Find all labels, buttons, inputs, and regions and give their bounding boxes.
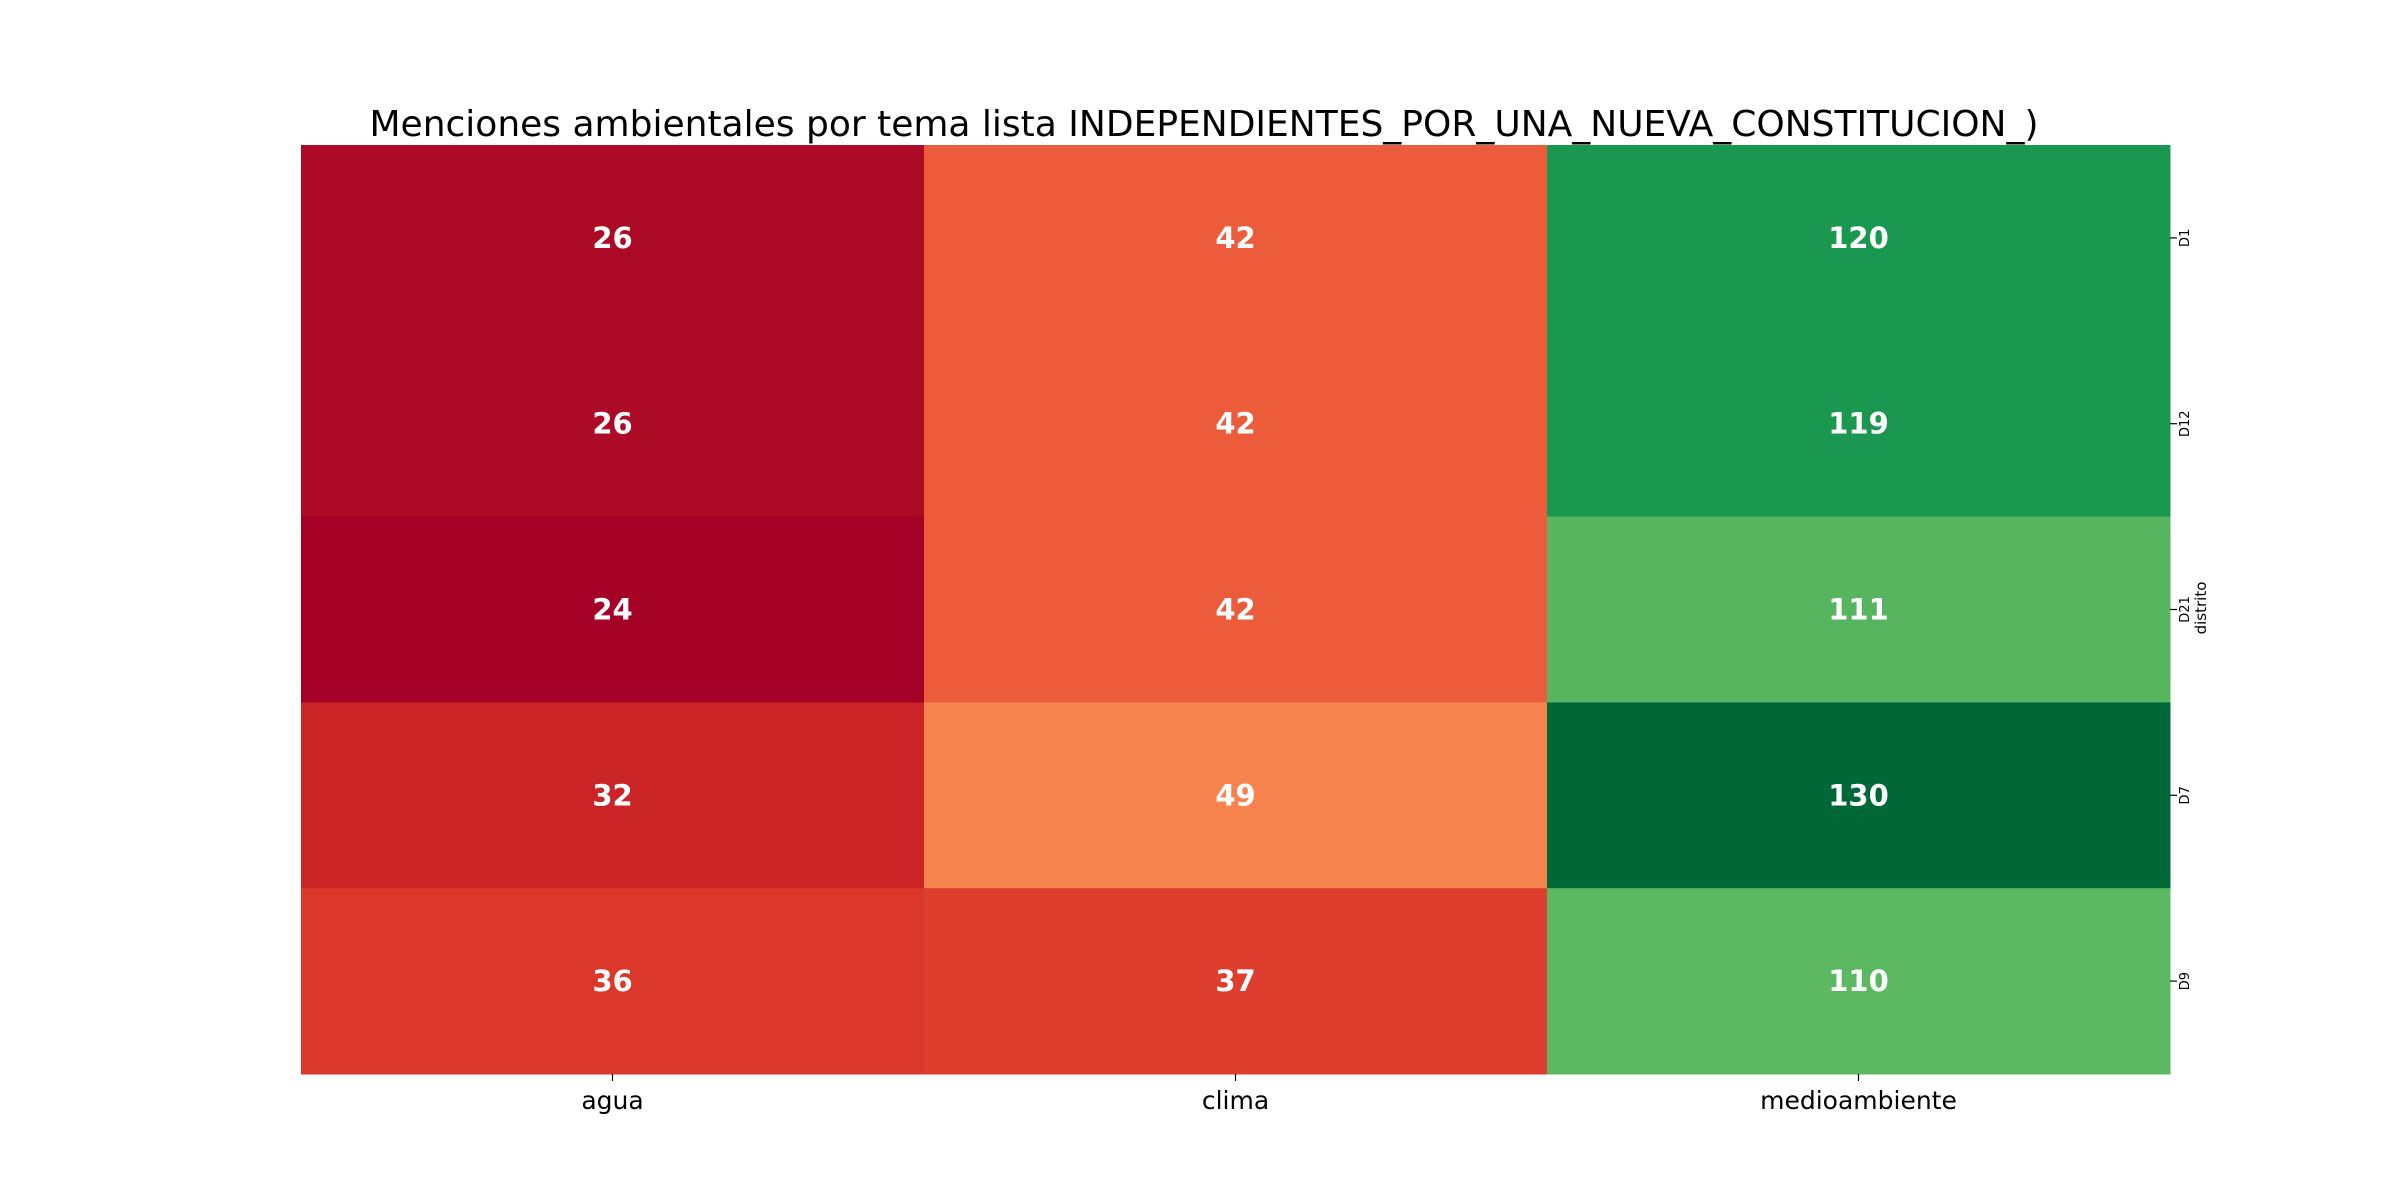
cell-value-label: 26: [592, 407, 632, 441]
heatmap-cell: [301, 330, 925, 518]
x-tick-label: clima: [1202, 1086, 1269, 1115]
heatmap-cell: [301, 702, 925, 889]
heatmap-cell: [1547, 516, 2171, 703]
cell-value-label: 110: [1828, 964, 1889, 998]
cell-value-label: 119: [1828, 407, 1889, 441]
heatmap-cell: [1547, 330, 2171, 518]
y-tick-label: D9: [2178, 972, 2193, 990]
y-tick-label: D7: [2178, 786, 2193, 804]
chart-title: Menciones ambientales por tema lista IND…: [369, 104, 2038, 145]
heatmap-cell: [1547, 145, 2171, 332]
x-tick-label: agua: [581, 1086, 643, 1115]
cell-value-label: 42: [1215, 407, 1255, 441]
heatmap-cell-labels: 26 42 120 26 42 119 24 42 111 32 49 130 36 37 110: [592, 221, 1888, 998]
cell-value-label: 24: [592, 593, 632, 627]
heatmap-cell: [1547, 888, 2171, 1075]
heatmap-cell: [301, 516, 925, 703]
cell-value-label: 26: [592, 221, 632, 255]
heatmap-cell: [924, 145, 1548, 332]
x-tick-label: medioambiente: [1760, 1086, 1957, 1115]
cell-value-label: 111: [1828, 593, 1889, 627]
y-tick-label: D21: [2178, 596, 2193, 623]
heatmap-cell: [924, 330, 1548, 518]
heatmap-cell: [924, 516, 1548, 703]
heatmap-cell: [924, 702, 1548, 889]
y-axis: D1 D12 D21 D7 D9: [2170, 229, 2193, 990]
cell-value-label: 32: [592, 778, 632, 812]
cell-value-label: 36: [592, 964, 632, 998]
cell-value-label: 42: [1215, 221, 1255, 255]
cell-value-label: 42: [1215, 593, 1255, 627]
heatmap-cell: [301, 145, 925, 332]
cell-value-label: 49: [1215, 778, 1255, 812]
y-tick-label: D12: [2178, 410, 2193, 437]
heatmap-cell: [301, 888, 925, 1075]
cell-value-label: 130: [1828, 778, 1889, 812]
cell-value-label: 37: [1215, 964, 1255, 998]
y-tick-label: D1: [2178, 229, 2193, 247]
cell-value-label: 120: [1828, 221, 1889, 255]
heatmap-cell: [1547, 702, 2171, 889]
x-axis: agua clima medioambiente: [581, 1074, 1957, 1115]
heatmap-cells: [301, 145, 2171, 1075]
y-axis-label: distrito: [2192, 582, 2210, 635]
heatmap-cell: [924, 888, 1548, 1075]
